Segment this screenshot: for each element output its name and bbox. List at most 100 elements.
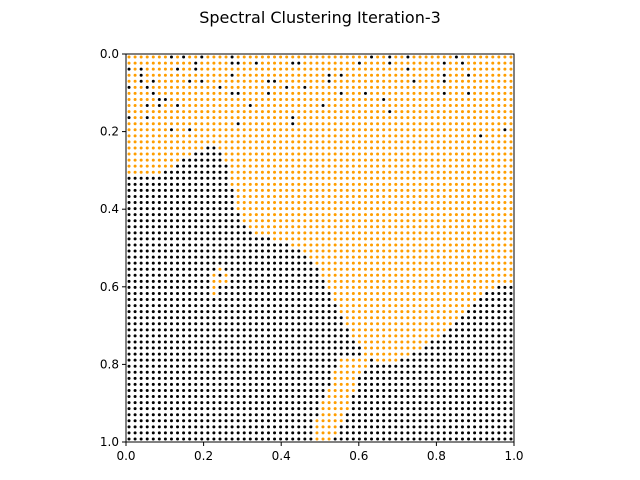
data-point-cluster-black	[424, 395, 428, 399]
data-point-cluster-orange	[333, 140, 337, 144]
data-point-cluster-orange	[479, 128, 483, 132]
data-point-cluster-orange	[315, 176, 319, 180]
data-point-cluster-black	[333, 358, 337, 362]
data-point-cluster-orange	[333, 91, 337, 95]
data-point-cluster-black	[442, 91, 446, 95]
data-point-cluster-black	[133, 182, 137, 186]
data-point-cluster-orange	[303, 97, 307, 101]
data-point-cluster-orange	[394, 67, 398, 71]
data-point-cluster-orange	[424, 122, 428, 126]
data-point-cluster-orange	[176, 158, 180, 162]
data-point-cluster-orange	[418, 176, 422, 180]
data-point-cluster-black	[182, 352, 186, 356]
data-point-cluster-orange	[345, 255, 349, 259]
data-point-cluster-orange	[448, 176, 452, 180]
data-point-cluster-orange	[303, 213, 307, 217]
data-point-cluster-orange	[285, 164, 289, 168]
data-point-cluster-orange	[503, 170, 507, 174]
data-point-cluster-orange	[491, 85, 495, 89]
data-point-cluster-black	[200, 401, 204, 405]
data-point-cluster-orange	[321, 110, 325, 114]
data-point-cluster-orange	[436, 243, 440, 247]
data-point-cluster-black	[242, 255, 246, 259]
data-point-cluster-black	[218, 376, 222, 380]
data-point-cluster-orange	[254, 146, 258, 150]
data-point-cluster-orange	[309, 176, 313, 180]
data-point-cluster-orange	[388, 237, 392, 241]
data-point-cluster-orange	[351, 61, 355, 65]
data-point-cluster-black	[436, 425, 440, 429]
data-point-cluster-orange	[400, 310, 404, 314]
data-point-cluster-orange	[388, 188, 392, 192]
data-point-cluster-orange	[303, 122, 307, 126]
data-point-cluster-black	[467, 437, 471, 441]
data-point-cluster-black	[497, 407, 501, 411]
data-point-cluster-orange	[448, 213, 452, 217]
data-point-cluster-black	[254, 358, 258, 362]
data-point-cluster-orange	[333, 279, 337, 283]
data-point-cluster-orange	[412, 134, 416, 138]
data-point-cluster-orange	[345, 376, 349, 380]
data-point-cluster-orange	[260, 176, 264, 180]
data-point-cluster-black	[503, 304, 507, 308]
data-point-cluster-black	[163, 437, 167, 441]
x-axis: 0.0 0.2 0.4 0.6 0.8 1.0	[116, 442, 524, 463]
data-point-cluster-orange	[357, 122, 361, 126]
data-point-cluster-black	[479, 316, 483, 320]
data-point-cluster-orange	[430, 116, 434, 120]
data-point-cluster-orange	[467, 285, 471, 289]
data-point-cluster-black	[460, 431, 464, 435]
data-point-cluster-orange	[448, 128, 452, 132]
data-point-cluster-black	[491, 413, 495, 417]
data-point-cluster-black	[491, 425, 495, 429]
data-point-cluster-black	[236, 255, 240, 259]
data-point-cluster-black	[291, 431, 295, 435]
data-point-cluster-orange	[357, 219, 361, 223]
data-point-cluster-black	[309, 334, 313, 338]
data-point-cluster-orange	[145, 128, 149, 132]
data-point-cluster-black	[279, 261, 283, 265]
data-point-cluster-orange	[163, 164, 167, 168]
data-point-cluster-black	[388, 388, 392, 392]
data-point-cluster-black	[139, 316, 143, 320]
data-point-cluster-orange	[370, 291, 374, 295]
data-point-cluster-black	[200, 243, 204, 247]
data-point-cluster-orange	[303, 164, 307, 168]
data-point-cluster-orange	[394, 79, 398, 83]
data-point-cluster-black	[188, 382, 192, 386]
data-point-cluster-black	[163, 298, 167, 302]
data-point-cluster-orange	[448, 219, 452, 223]
data-point-cluster-orange	[345, 122, 349, 126]
data-point-cluster-black	[206, 395, 210, 399]
data-point-cluster-orange	[285, 219, 289, 223]
data-point-cluster-black	[157, 328, 161, 332]
data-point-cluster-black	[200, 285, 204, 289]
data-point-cluster-black	[285, 85, 289, 89]
data-point-cluster-black	[194, 437, 198, 441]
data-point-cluster-orange	[357, 358, 361, 362]
data-point-cluster-black	[327, 304, 331, 308]
data-point-cluster-black	[297, 388, 301, 392]
data-point-cluster-orange	[503, 140, 507, 144]
data-point-cluster-orange	[448, 201, 452, 205]
data-point-cluster-black	[260, 310, 264, 314]
data-point-cluster-orange	[321, 73, 325, 77]
data-point-cluster-black	[242, 358, 246, 362]
data-point-cluster-orange	[345, 152, 349, 156]
data-point-cluster-black	[303, 267, 307, 271]
data-point-cluster-black	[430, 388, 434, 392]
data-point-cluster-orange	[394, 146, 398, 150]
data-point-cluster-orange	[285, 97, 289, 101]
data-point-cluster-orange	[327, 97, 331, 101]
data-point-cluster-black	[194, 310, 198, 314]
data-point-cluster-black	[370, 376, 374, 380]
data-point-cluster-black	[194, 170, 198, 174]
data-point-cluster-orange	[448, 91, 452, 95]
data-point-cluster-black	[260, 334, 264, 338]
data-point-cluster-black	[157, 346, 161, 350]
data-point-cluster-orange	[236, 158, 240, 162]
data-point-cluster-orange	[327, 194, 331, 198]
data-point-cluster-orange	[357, 231, 361, 235]
data-point-cluster-black	[273, 273, 277, 277]
data-point-cluster-orange	[163, 140, 167, 144]
